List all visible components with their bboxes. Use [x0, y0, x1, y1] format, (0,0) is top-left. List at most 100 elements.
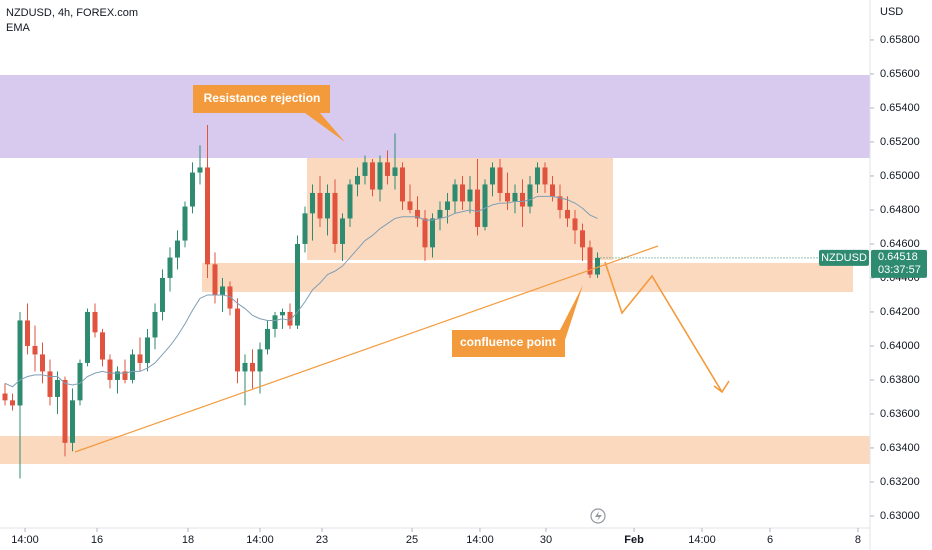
- x-tick-label: 8: [855, 534, 861, 546]
- drawing-layer: Resistance rejection confluence point: [74, 85, 730, 524]
- candle-body: [10, 400, 16, 406]
- candle-body: [490, 167, 496, 185]
- candle-body: [115, 371, 121, 380]
- candle-body: [242, 362, 248, 372]
- candle-body: [497, 167, 503, 193]
- x-tick-label: 23: [316, 534, 328, 546]
- callout-text: confluence point: [460, 335, 556, 349]
- candle-body: [122, 371, 128, 380]
- candle-body: [100, 332, 106, 360]
- candle-body: [197, 167, 203, 173]
- candle-body: [302, 213, 308, 244]
- candle-body: [160, 277, 166, 312]
- callout-box: [193, 85, 345, 142]
- candle-body: [257, 349, 263, 372]
- candle-body: [85, 311, 91, 363]
- y-tick-label: 0.63600: [880, 408, 920, 420]
- candle-body: [332, 192, 338, 244]
- candle-body: [212, 264, 218, 295]
- candle-body: [77, 362, 83, 401]
- candle-body: [452, 184, 458, 202]
- y-tick-label: 0.63800: [880, 374, 920, 386]
- candle-body: [527, 184, 533, 207]
- lightning-icon[interactable]: [590, 508, 606, 524]
- candle-body: [182, 206, 188, 241]
- y-tick-label: 0.65200: [880, 136, 920, 148]
- arrow-head: [713, 380, 730, 394]
- symbol-tag: [819, 249, 869, 266]
- candle-body: [227, 286, 233, 309]
- candle-body: [467, 189, 473, 202]
- candle-body: [17, 320, 23, 406]
- countdown-text: 03:37:57: [878, 264, 921, 276]
- candle-body: [587, 247, 593, 275]
- x-tick-label: 14:00: [246, 534, 274, 546]
- y-tick-label: 0.65400: [880, 102, 920, 114]
- x-tick-label: 6: [767, 534, 773, 546]
- candle-body: [175, 240, 181, 258]
- price-tag-text: 0.64518: [878, 251, 918, 263]
- candle-body: [400, 167, 406, 202]
- symbol-tag-text: NZDUSD: [821, 252, 867, 264]
- candle-body: [167, 257, 173, 278]
- y-tick-label: 0.65600: [880, 68, 920, 80]
- candle-body: [535, 167, 541, 185]
- candle-body: [25, 320, 31, 346]
- x-tick-label: 14:00: [466, 534, 494, 546]
- candle-body: [482, 184, 488, 227]
- candle-body: [70, 400, 76, 443]
- candle-body: [550, 184, 556, 197]
- candle-body: [370, 162, 376, 190]
- y-tick-label: 0.65000: [880, 170, 920, 182]
- y-tick-label: 0.64000: [880, 340, 920, 352]
- candle-body: [62, 379, 68, 443]
- candle-body: [265, 328, 271, 350]
- candle-body: [310, 192, 316, 214]
- candle-body: [287, 311, 293, 326]
- candle-body: [32, 345, 38, 355]
- projection-arrow: [604, 261, 723, 393]
- y-tick-label: 0.63000: [880, 510, 920, 522]
- candle-body: [190, 172, 196, 207]
- candle-body: [542, 167, 548, 185]
- candle-body: [340, 218, 346, 244]
- candle-body: [415, 209, 421, 219]
- candle-body: [47, 371, 53, 397]
- x-tick-label: 30: [540, 534, 552, 546]
- indicator-legend: EMA: [6, 22, 31, 34]
- candle-body: [137, 354, 143, 363]
- candle-body: [430, 218, 436, 248]
- candle-body: [317, 192, 323, 219]
- candle-body: [362, 162, 368, 176]
- price-tag: [871, 249, 927, 278]
- candle-body: [107, 359, 113, 380]
- candle-body: [220, 286, 226, 295]
- candle-body: [295, 243, 301, 326]
- callout-text: Resistance rejection: [204, 91, 321, 105]
- callout-box: [452, 285, 583, 357]
- resistance-zone: [0, 75, 870, 158]
- candle-body: [595, 257, 601, 275]
- candle-body: [325, 192, 331, 219]
- y-tick-label: 0.63200: [880, 476, 920, 488]
- candle-body: [557, 196, 563, 210]
- candle-body: [130, 354, 136, 380]
- candle-body: [385, 162, 391, 176]
- ema-line: [4, 195, 598, 388]
- candle-body: [235, 308, 241, 372]
- x-tick-label: 14:00: [11, 534, 39, 546]
- candle-body: [422, 218, 428, 248]
- candle-body: [145, 337, 151, 363]
- y-axis-label: USD: [880, 6, 903, 18]
- candle-body: [437, 209, 443, 219]
- y-tick-label: 0.64800: [880, 204, 920, 216]
- x-tick-label: 18: [182, 534, 194, 546]
- candle-body: [355, 175, 361, 185]
- support-zone-low: [0, 436, 870, 464]
- candle-body: [92, 311, 98, 333]
- candle-body: [505, 192, 511, 202]
- x-tick-label: Feb: [624, 534, 644, 546]
- candle-body: [377, 162, 383, 190]
- x-tick-label: 25: [406, 534, 418, 546]
